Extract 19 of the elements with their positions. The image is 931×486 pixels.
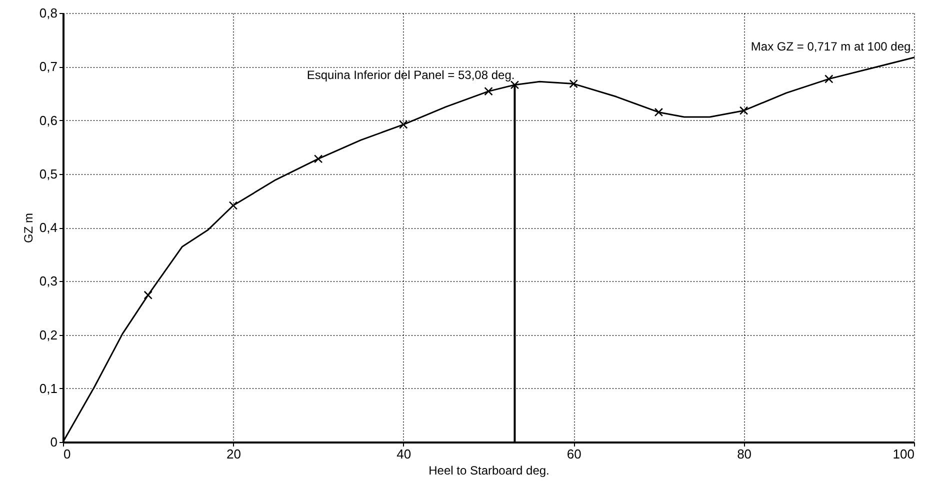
annotation: Max GZ = 0,717 m at 100 deg. [750, 40, 914, 54]
y-tick-label: 0 [50, 434, 58, 450]
y-tick-label: 0,7 [39, 59, 58, 74]
x-axis-title: Heel to Starboard deg. [428, 464, 550, 478]
x-tick-label: 0 [64, 446, 71, 462]
y-tick-label: 0,5 [39, 166, 58, 182]
x-tick-label: 80 [737, 446, 752, 462]
x-tick-label: 20 [226, 446, 241, 462]
y-tick-label: 0,1 [39, 380, 58, 396]
y-tick-label: 0,6 [39, 112, 58, 128]
x-tick-label: 100 [892, 446, 914, 462]
y-tick-label: 0,4 [39, 220, 58, 235]
y-axis-title: GZ m [21, 213, 36, 243]
x-tick-label: 40 [396, 446, 412, 462]
ref-line-label: Esquina Inferior del Panel = 53,08 deg. [306, 68, 515, 82]
y-tick-label: 0,2 [39, 327, 58, 342]
y-tick-label: 0,3 [39, 274, 58, 289]
x-tick-label: 60 [566, 446, 582, 462]
y-tick-label: 0,8 [39, 6, 58, 20]
